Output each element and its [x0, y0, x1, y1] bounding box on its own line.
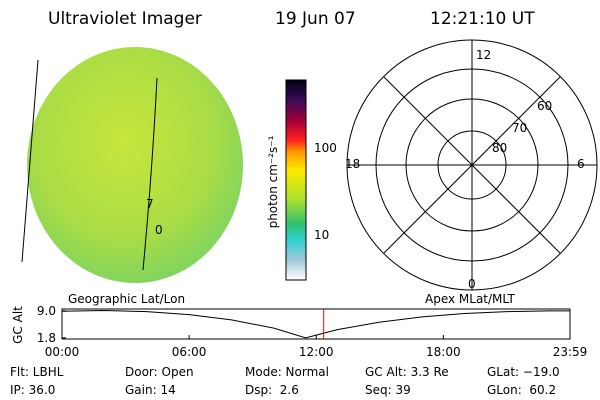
- panel-label: Apex MLat/MLT: [425, 292, 515, 306]
- line: [61, 309, 570, 339]
- mlt-label: 12: [476, 48, 491, 62]
- y-tick-label: 9.0: [37, 304, 56, 318]
- y-tick-label: 1.8: [37, 331, 56, 345]
- status-field: Gain: 14: [125, 383, 176, 397]
- mlt-label: 6: [577, 157, 585, 171]
- uv-image: 7 0: [21, 47, 243, 283]
- earth-disk: [27, 47, 243, 283]
- y-label: GC Alt: [11, 306, 25, 344]
- x-tick-label: 00:00: [45, 345, 80, 359]
- status-field: GLat: −19.0: [487, 365, 560, 379]
- x-tick-label: 23:59: [553, 345, 588, 359]
- title: Ultraviolet Imager: [48, 9, 202, 29]
- ring-label: 70: [512, 121, 527, 135]
- status-field: GLon: 60.2: [487, 383, 556, 397]
- date: 19 Jun 07: [275, 9, 356, 29]
- time: 12:21:10 UT: [430, 9, 535, 29]
- plot-frame: [61, 308, 571, 340]
- colorbar-tick: 100: [314, 141, 337, 155]
- meridian: [142, 77, 158, 271]
- status-field: Door: Open: [125, 365, 194, 379]
- ring-label: 60: [537, 99, 552, 113]
- footer: Flt: LBHL Door: Open Mode: Normal GC Alt: 3…: [10, 365, 560, 397]
- meridian: [21, 59, 39, 263]
- status-field: GC Alt: 3.3 Re: [365, 365, 449, 379]
- image-label: 7: [146, 197, 154, 211]
- status-field: Dsp: 2.6: [245, 383, 299, 397]
- polar-grid: [346, 39, 598, 291]
- colorbar: [285, 79, 307, 281]
- x-tick-label: 18:00: [426, 345, 461, 359]
- mlt-label: 18: [345, 157, 360, 171]
- panel-label: Geographic Lat/Lon: [68, 292, 185, 306]
- image-label: 0: [155, 223, 163, 237]
- ring-label: 80: [492, 141, 507, 155]
- x-tick-label: 06:00: [172, 345, 207, 359]
- status-field: Seq: 39: [365, 383, 411, 397]
- x-tick-label: 12:00: [299, 345, 334, 359]
- status-field: IP: 36.0: [10, 383, 55, 397]
- colorbar-label: photon cm⁻²s⁻¹: [266, 135, 280, 228]
- status-field: Mode: Normal: [245, 365, 329, 379]
- mlt-label: 0: [468, 277, 476, 291]
- status-field: Flt: LBHL: [10, 365, 64, 379]
- colorbar-tick: 10: [314, 228, 329, 242]
